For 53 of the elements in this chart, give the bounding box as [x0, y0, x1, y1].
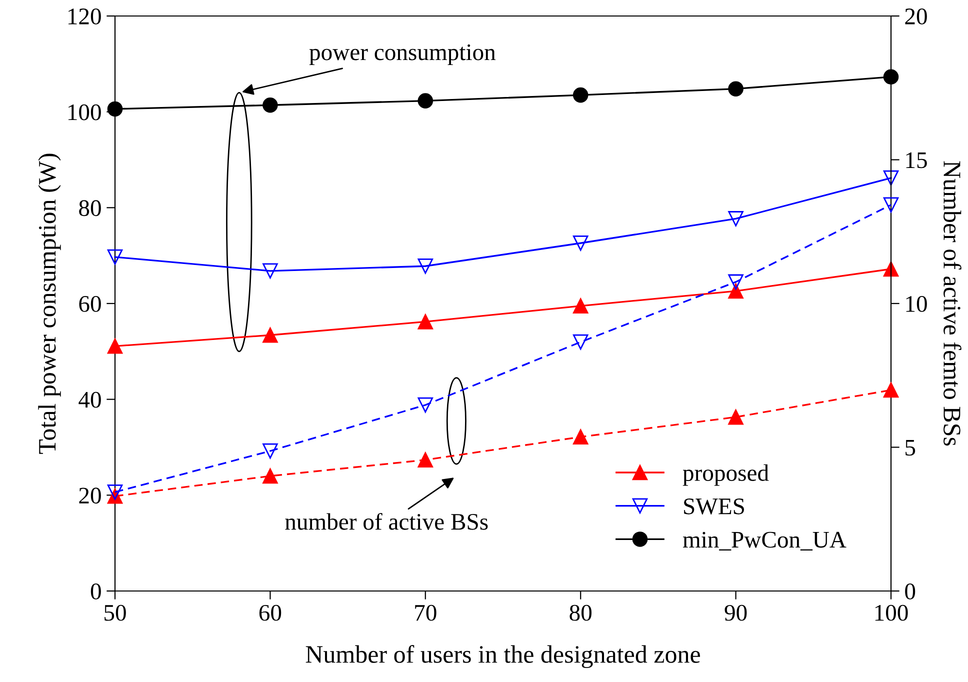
- point: [728, 211, 744, 226]
- x-tick-label: 70: [415, 604, 436, 621]
- point: [883, 197, 899, 213]
- point: [728, 81, 744, 96]
- point: [262, 327, 278, 343]
- point: [418, 314, 434, 330]
- y2-tick-label: 20: [905, 8, 927, 24]
- point: [262, 468, 278, 484]
- point: [728, 274, 744, 290]
- annotation: number of active BSs: [285, 512, 488, 530]
- x-tick-label: 100: [875, 604, 908, 621]
- point: [262, 263, 278, 279]
- y2-tick-label: 10: [906, 296, 927, 312]
- y2-tick-label: 5: [906, 440, 916, 456]
- y2-axis-title: Number of active femto BSs: [944, 161, 962, 446]
- point: [572, 298, 588, 314]
- annotation: power consumption: [309, 44, 496, 66]
- point: [883, 382, 899, 398]
- point: [728, 283, 744, 299]
- legend-label: SWES: [684, 498, 744, 514]
- x-tick-label: 60: [259, 604, 282, 621]
- point: [728, 409, 744, 425]
- point: [572, 334, 588, 350]
- y-tick-label: 60: [79, 296, 101, 312]
- y-axis-title: Total power consumption (W): [38, 154, 61, 454]
- legend-label: proposed: [682, 464, 769, 486]
- x-axis-title: Number of users in the designated zone: [306, 645, 700, 668]
- point: [572, 235, 588, 251]
- y-tick-label: 120: [68, 8, 101, 24]
- y-tick-label: 80: [79, 200, 101, 216]
- y-tick-label: 100: [68, 104, 101, 120]
- legend-label: min_PwCon_UA: [682, 532, 846, 551]
- point: [883, 69, 899, 84]
- point: [107, 338, 123, 354]
- point: [107, 249, 123, 265]
- point: [418, 93, 434, 108]
- point: [262, 97, 278, 113]
- point: [883, 170, 899, 186]
- point: [418, 452, 434, 468]
- point: [572, 429, 588, 445]
- x-tick-label: 50: [104, 604, 126, 621]
- point: [262, 443, 278, 459]
- y-tick-label: 40: [78, 392, 101, 408]
- point: [418, 397, 434, 413]
- y-tick-label: 0: [90, 583, 101, 600]
- point: [107, 484, 123, 500]
- x-tick-label: 90: [724, 604, 747, 621]
- y2-tick-label: 15: [906, 152, 927, 168]
- point: [572, 87, 588, 103]
- y-tick-label: 20: [79, 488, 101, 504]
- y2-tick-label: 0: [905, 583, 916, 600]
- x-tick-label: 80: [570, 604, 592, 621]
- point: [418, 258, 434, 274]
